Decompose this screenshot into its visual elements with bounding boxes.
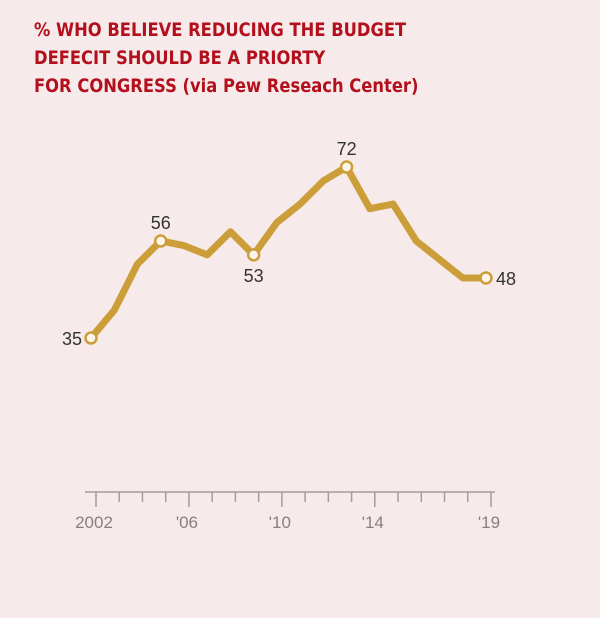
data-point-marker <box>84 331 98 345</box>
data-point-marker <box>246 248 261 262</box>
x-tick-label: '19 <box>478 513 500 532</box>
x-tick-label: '06 <box>176 513 198 532</box>
chart-title-line: FOR CONGRESS (via Pew Reseach Center) <box>34 75 419 97</box>
chart-title-line: % WHO BELIEVE REDUCING THE BUDGET <box>34 19 407 41</box>
x-tick-label: '14 <box>362 513 384 532</box>
series-layer <box>87 163 490 342</box>
data-label: 53 <box>244 266 264 286</box>
data-point-marker <box>339 160 354 174</box>
series-line <box>87 163 490 342</box>
data-labels: 35 56 53 72 48 <box>62 139 516 349</box>
data-label: 35 <box>62 329 82 349</box>
data-label: 56 <box>151 213 171 233</box>
chart-title: % WHO BELIEVE REDUCING THE BUDGET DEFECI… <box>34 16 498 100</box>
data-label: 72 <box>337 139 357 159</box>
x-axis: 2002 '06 '10 '14 '19 <box>75 491 500 532</box>
data-point-marker <box>479 271 493 285</box>
x-tick-label: '10 <box>269 513 291 532</box>
data-point-marker <box>153 234 168 248</box>
x-tick-label: 2002 <box>75 513 113 532</box>
chart-title-line: DEFECIT SHOULD BE A PRIORTY <box>34 47 326 69</box>
data-label: 48 <box>496 269 516 289</box>
